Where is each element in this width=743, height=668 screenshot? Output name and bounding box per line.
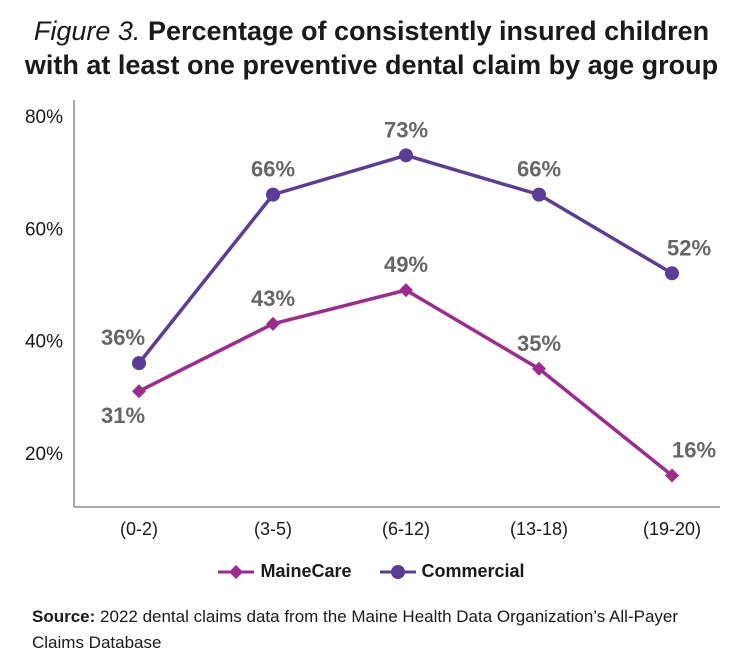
x-tick-label: (3-5) — [254, 519, 292, 539]
commercial-circle-icon — [379, 564, 416, 579]
commercial-point — [399, 148, 413, 163]
mainecare-point — [266, 316, 280, 331]
y-tick-label: 80% — [25, 107, 63, 128]
commercial-data-label: 66% — [517, 157, 561, 182]
mainecare-point — [532, 361, 546, 376]
commercial-data-label: 36% — [101, 325, 145, 350]
x-tick-label: (13-18) — [510, 519, 568, 539]
chart-title: Figure 3. Percentage of consistently ins… — [0, 14, 743, 82]
legend: MaineCare Commercial — [0, 561, 743, 582]
x-tick-label: (6-12) — [382, 519, 430, 539]
title-line-1: Percentage of consistently insured child… — [147, 16, 710, 46]
mainecare-diamond-icon — [218, 564, 255, 579]
mainecare-data-label: 16% — [672, 437, 716, 462]
mainecare-line — [138, 288, 674, 477]
mainecare-point — [399, 283, 413, 298]
mainecare-data-label: 49% — [384, 252, 428, 277]
commercial-point — [665, 266, 679, 281]
y-tick-label: 40% — [25, 332, 63, 353]
legend-item-mainecare: MaineCare — [218, 561, 352, 582]
source-text: 2022 dental claims data from the Maine H… — [32, 607, 679, 652]
commercial-point — [532, 187, 546, 202]
y-tick-label: 20% — [25, 444, 63, 465]
commercial-point — [132, 356, 146, 371]
commercial-point — [266, 187, 280, 202]
mainecare-data-label: 31% — [101, 403, 145, 428]
figure-label: Figure 3. — [33, 16, 141, 46]
line-chart: 20% 40% 60% 80% (0-2) (3-5) (6-12) (13-18) (19-2… — [25, 100, 720, 539]
y-tick-label: 60% — [25, 219, 63, 240]
x-tick-label: (0-2) — [120, 519, 158, 539]
x-tick-label: (19-20) — [643, 519, 701, 539]
source-label: Source: — [32, 607, 96, 626]
commercial-data-label: 66% — [251, 157, 295, 182]
title-line-2: with at least one preventive dental clai… — [24, 50, 719, 80]
mainecare-data-label: 43% — [251, 286, 295, 311]
source-note: Source: 2022 dental claims data from the… — [32, 604, 712, 656]
legend-label-commercial: Commercial — [421, 561, 525, 581]
mainecare-point — [665, 468, 679, 483]
mainecare-point — [132, 384, 146, 399]
commercial-data-label: 73% — [384, 117, 428, 142]
mainecare-data-label: 35% — [517, 331, 561, 356]
legend-item-commercial: Commercial — [379, 561, 525, 582]
commercial-data-label: 52% — [667, 235, 711, 260]
legend-label-mainecare: MaineCare — [260, 561, 352, 581]
